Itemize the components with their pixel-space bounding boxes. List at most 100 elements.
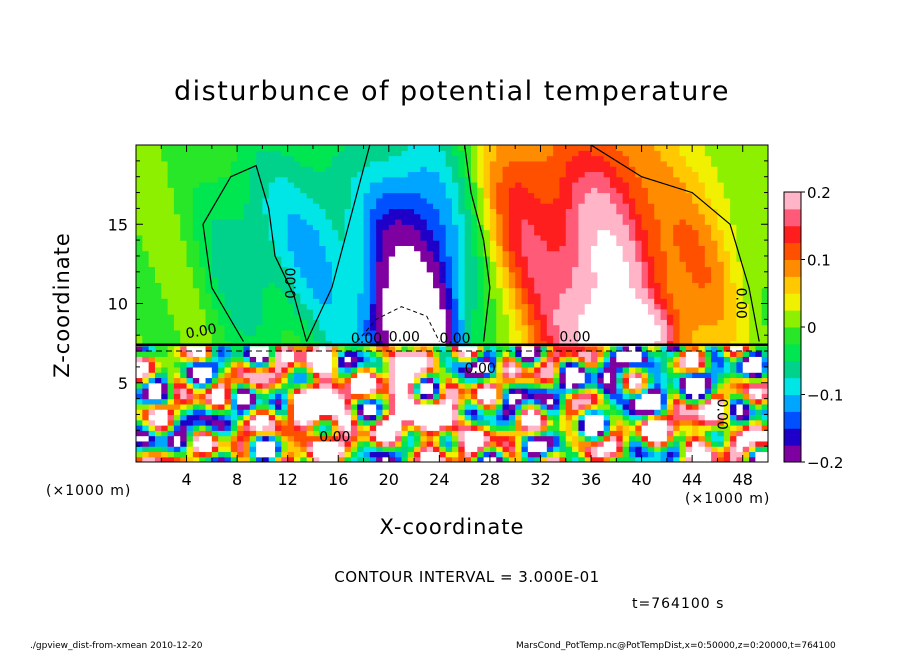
heatmap-cell bbox=[597, 213, 605, 220]
heatmap-cell bbox=[388, 377, 396, 384]
heatmap-cell bbox=[319, 197, 327, 204]
heatmap-cell bbox=[742, 303, 750, 310]
heatmap-cell bbox=[224, 287, 232, 294]
heatmap-cell bbox=[704, 234, 712, 241]
heatmap-cell bbox=[685, 324, 693, 331]
heatmap-cell bbox=[603, 292, 611, 299]
heatmap-cell bbox=[647, 277, 655, 283]
heatmap-cell bbox=[755, 329, 763, 336]
heatmap-cell bbox=[616, 261, 624, 268]
heatmap-cell bbox=[350, 414, 358, 421]
heatmap-cell bbox=[527, 266, 535, 273]
heatmap-cell bbox=[325, 388, 333, 394]
heatmap-cell bbox=[414, 456, 421, 462]
heatmap-cell bbox=[249, 451, 257, 458]
heatmap-cell bbox=[572, 372, 579, 379]
heatmap-cell bbox=[458, 303, 466, 310]
heatmap-cell bbox=[641, 393, 649, 400]
heatmap-cell bbox=[433, 324, 440, 331]
heatmap-cell bbox=[565, 203, 573, 209]
heatmap-cell bbox=[628, 409, 636, 416]
heatmap-cell bbox=[287, 419, 295, 426]
heatmap-cell bbox=[641, 382, 649, 389]
heatmap-cell bbox=[211, 324, 219, 331]
heatmap-cell bbox=[180, 197, 188, 204]
heatmap-cell bbox=[230, 372, 238, 379]
heatmap-cell bbox=[540, 366, 548, 373]
heatmap-cell bbox=[249, 361, 257, 368]
heatmap-cell bbox=[161, 282, 169, 289]
heatmap-cell bbox=[433, 414, 440, 421]
heatmap-cell bbox=[673, 203, 681, 209]
heatmap-cell bbox=[173, 292, 181, 299]
heatmap-cell bbox=[559, 335, 567, 342]
heatmap-cell bbox=[199, 314, 207, 320]
heatmap-cell bbox=[698, 414, 706, 421]
heatmap-cell bbox=[369, 250, 377, 257]
heatmap-cell bbox=[622, 366, 630, 373]
heatmap-cell bbox=[452, 419, 459, 426]
heatmap-cell bbox=[281, 218, 289, 225]
heatmap-cell bbox=[319, 456, 327, 462]
heatmap-cell bbox=[268, 308, 276, 315]
heatmap-cell bbox=[502, 440, 510, 447]
heatmap-cell bbox=[622, 197, 630, 204]
heatmap-cell bbox=[426, 403, 434, 410]
heatmap-cell bbox=[186, 314, 194, 320]
heatmap-cell bbox=[136, 382, 143, 389]
heatmap-cell bbox=[458, 430, 466, 437]
heatmap-cell bbox=[262, 335, 270, 342]
heatmap-cell bbox=[749, 356, 756, 363]
heatmap-cell bbox=[268, 446, 276, 453]
heatmap-cell bbox=[407, 271, 415, 278]
heatmap-cell bbox=[597, 250, 605, 257]
heatmap-cell bbox=[237, 298, 245, 305]
heatmap-cell bbox=[256, 282, 263, 289]
heatmap-cell bbox=[578, 282, 586, 289]
heatmap-cell bbox=[489, 345, 497, 352]
heatmap-cell bbox=[578, 229, 586, 236]
heatmap-cell bbox=[470, 446, 478, 453]
heatmap-cell bbox=[331, 292, 339, 299]
heatmap-cell bbox=[553, 240, 561, 246]
heatmap-cell bbox=[268, 324, 276, 331]
heatmap-cell bbox=[237, 372, 245, 379]
heatmap-cell bbox=[749, 456, 756, 462]
heatmap-cell bbox=[249, 366, 257, 373]
heatmap-cell bbox=[306, 398, 314, 405]
heatmap-cell bbox=[331, 372, 339, 379]
plot-area: 0.000.00 0.00 0.000.000.000.000.000.00 0.00 bbox=[136, 145, 768, 462]
heatmap-cell bbox=[521, 245, 529, 252]
heatmap-cell bbox=[395, 314, 403, 320]
heatmap-cell bbox=[445, 393, 453, 400]
heatmap-cell bbox=[338, 329, 346, 336]
heatmap-cell bbox=[546, 245, 554, 252]
heatmap-cell bbox=[540, 314, 548, 320]
heatmap-cell bbox=[407, 298, 415, 305]
heatmap-cell bbox=[173, 255, 181, 262]
heatmap-cell bbox=[654, 377, 662, 384]
heatmap-cell bbox=[388, 324, 396, 331]
heatmap-cell bbox=[521, 372, 529, 379]
heatmap-cell bbox=[654, 197, 662, 204]
heatmap-cell bbox=[218, 308, 226, 315]
heatmap-cell bbox=[325, 425, 333, 431]
heatmap-cell bbox=[224, 282, 232, 289]
heatmap-cell bbox=[230, 319, 238, 326]
heatmap-cell bbox=[622, 388, 630, 394]
heatmap-cell bbox=[515, 271, 523, 278]
heatmap-cell bbox=[723, 250, 731, 257]
heatmap-cell bbox=[578, 324, 586, 331]
heatmap-cell bbox=[325, 314, 333, 320]
heatmap-cell bbox=[521, 229, 529, 236]
heatmap-cell bbox=[161, 277, 169, 283]
heatmap-cell bbox=[679, 245, 687, 252]
heatmap-cell bbox=[591, 419, 598, 426]
heatmap-cell bbox=[483, 208, 491, 215]
heatmap-cell bbox=[363, 292, 371, 299]
heatmap-cell bbox=[445, 351, 453, 357]
heatmap-cell bbox=[256, 414, 263, 421]
heatmap-cell bbox=[515, 298, 523, 305]
heatmap-cell bbox=[692, 435, 700, 442]
heatmap-cell bbox=[256, 372, 263, 379]
